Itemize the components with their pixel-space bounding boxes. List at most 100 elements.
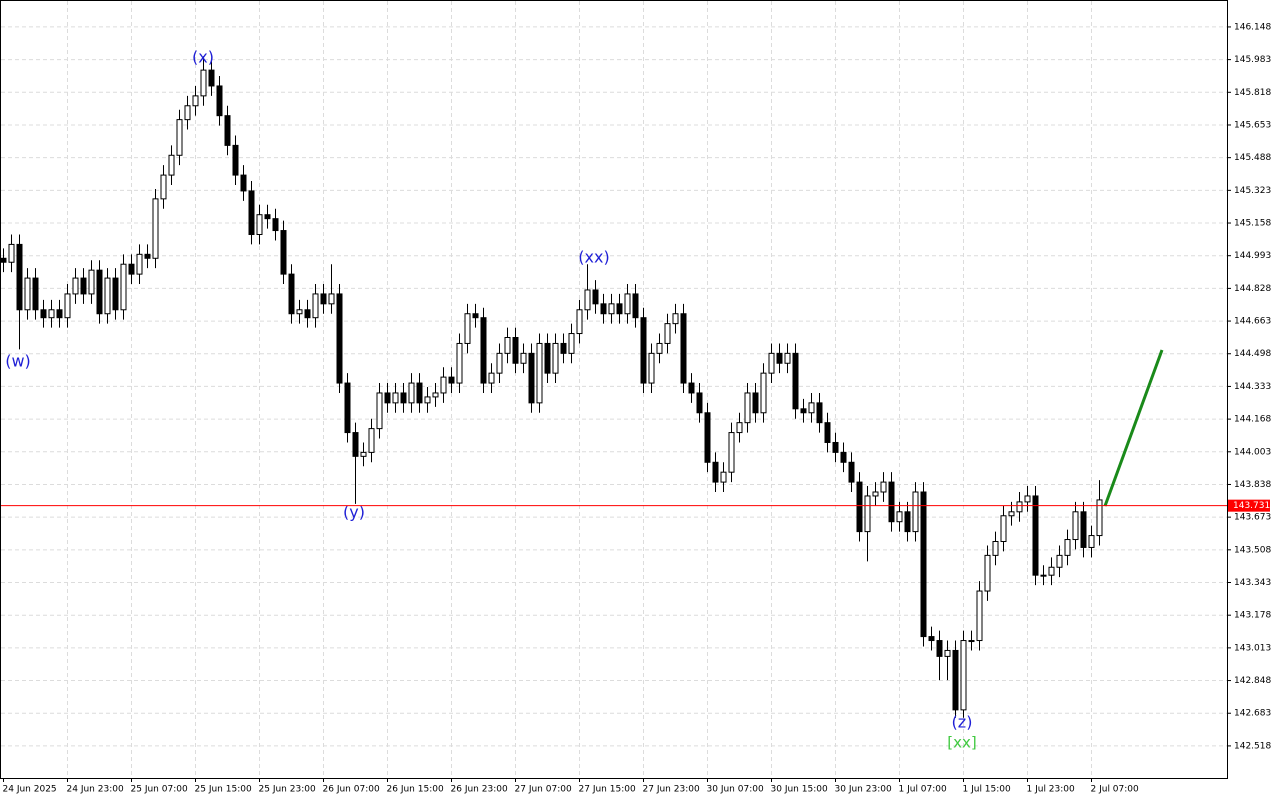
candle-body bbox=[584, 289, 591, 311]
candle-body bbox=[520, 352, 527, 364]
x-tick-label: 1 Jul 15:00 bbox=[963, 785, 1012, 795]
candle-body bbox=[992, 541, 999, 556]
candle-body bbox=[512, 337, 519, 364]
candle-body bbox=[544, 342, 551, 374]
candle-body bbox=[792, 352, 799, 410]
candle-body bbox=[472, 313, 479, 319]
candle-body bbox=[808, 402, 815, 414]
candle-body bbox=[1064, 539, 1071, 556]
candle-body bbox=[816, 402, 823, 424]
candle-body bbox=[320, 293, 327, 305]
candle-body bbox=[176, 119, 183, 156]
x-tick-label: 30 Jun 15:00 bbox=[771, 785, 828, 795]
candle-body bbox=[616, 303, 623, 315]
candle-body bbox=[920, 491, 927, 638]
x-tick-label: 27 Jun 23:00 bbox=[643, 785, 700, 795]
y-tick-label: 142.518 bbox=[1234, 741, 1271, 751]
x-tick-label: 26 Jun 23:00 bbox=[451, 785, 508, 795]
candle-body bbox=[1072, 511, 1079, 541]
candle-body bbox=[624, 293, 631, 315]
candle-body bbox=[264, 214, 271, 220]
candle-body bbox=[136, 253, 143, 275]
candle-body bbox=[680, 313, 687, 384]
candle-body bbox=[592, 289, 599, 305]
candle-body bbox=[184, 105, 191, 121]
y-tick-label: 143.013 bbox=[1234, 643, 1271, 653]
x-tick-label: 1 Jul 07:00 bbox=[899, 785, 948, 795]
candle-body bbox=[16, 243, 23, 311]
candle-body bbox=[1032, 495, 1039, 576]
y-tick-label: 142.848 bbox=[1234, 676, 1271, 686]
candle-body bbox=[128, 263, 135, 275]
candle-body bbox=[440, 376, 447, 394]
candle-body bbox=[144, 253, 151, 259]
candle-body bbox=[72, 277, 79, 295]
y-tick-label: 144.993 bbox=[1234, 251, 1271, 261]
x-tick-label: 25 Jun 07:00 bbox=[131, 785, 188, 795]
x-tick-label: 1 Jul 23:00 bbox=[1027, 785, 1076, 795]
candle-body bbox=[104, 277, 111, 315]
y-tick-label: 145.818 bbox=[1234, 88, 1271, 98]
candle-body bbox=[480, 317, 487, 384]
candle-body bbox=[904, 511, 911, 533]
candle-body bbox=[744, 392, 751, 424]
candle-body bbox=[608, 303, 615, 315]
candle-body bbox=[392, 392, 399, 404]
candle-body bbox=[344, 382, 351, 434]
annotation: (x) bbox=[192, 48, 214, 67]
candle-body bbox=[656, 342, 663, 354]
candle-body bbox=[56, 309, 63, 319]
candle-body bbox=[1048, 566, 1055, 576]
annotation: (xx) bbox=[578, 248, 609, 267]
y-tick-label: 143.838 bbox=[1234, 480, 1271, 490]
x-tick-label: 30 Jun 07:00 bbox=[707, 785, 764, 795]
candle-body bbox=[784, 352, 791, 364]
candle-body bbox=[216, 85, 223, 117]
candle-body bbox=[976, 590, 983, 642]
candle-body bbox=[248, 190, 255, 236]
candle-body bbox=[352, 432, 359, 457]
candle-body bbox=[24, 277, 31, 311]
candle-body bbox=[600, 303, 607, 315]
candle-body bbox=[944, 649, 951, 657]
candle-body bbox=[160, 174, 167, 200]
candle-body bbox=[504, 337, 511, 354]
candle-body bbox=[496, 352, 503, 374]
candle-body bbox=[448, 376, 455, 384]
candle-body bbox=[576, 309, 583, 335]
candle-body bbox=[712, 461, 719, 483]
candle-body bbox=[688, 382, 695, 394]
candle-body bbox=[240, 174, 247, 192]
candle-body bbox=[424, 396, 431, 404]
candle-body bbox=[984, 554, 991, 592]
candle-body bbox=[328, 293, 335, 305]
y-tick-label: 144.333 bbox=[1234, 382, 1271, 392]
candle-body bbox=[376, 392, 383, 430]
candle-body bbox=[432, 392, 439, 398]
x-tick-label: 24 Jun 23:00 bbox=[67, 785, 124, 795]
candle-body bbox=[736, 422, 743, 434]
candle-body bbox=[456, 342, 463, 384]
candle-body bbox=[152, 198, 159, 259]
y-tick-label: 142.683 bbox=[1234, 709, 1271, 719]
candle-body bbox=[848, 461, 855, 483]
candle-body bbox=[864, 495, 871, 533]
candle-body bbox=[800, 408, 807, 414]
candle-body bbox=[928, 636, 935, 642]
candle-body bbox=[1056, 554, 1063, 568]
candle-body bbox=[568, 333, 575, 354]
candle-body bbox=[560, 342, 567, 354]
forecast-arrow bbox=[1103, 349, 1164, 507]
x-tick-label: 26 Jun 15:00 bbox=[387, 785, 444, 795]
x-tick-label: 2 Jul 07:00 bbox=[1091, 785, 1140, 795]
annotation: [xx] bbox=[947, 734, 976, 752]
candle-body bbox=[368, 428, 375, 453]
plot-frame bbox=[0, 0, 1228, 779]
y-tick-label: 145.323 bbox=[1234, 186, 1271, 196]
candle-body bbox=[760, 372, 767, 414]
candle-body bbox=[400, 392, 407, 404]
candle-body bbox=[872, 491, 879, 497]
y-tick-label: 143.178 bbox=[1234, 611, 1271, 621]
candle-body bbox=[1024, 495, 1031, 503]
